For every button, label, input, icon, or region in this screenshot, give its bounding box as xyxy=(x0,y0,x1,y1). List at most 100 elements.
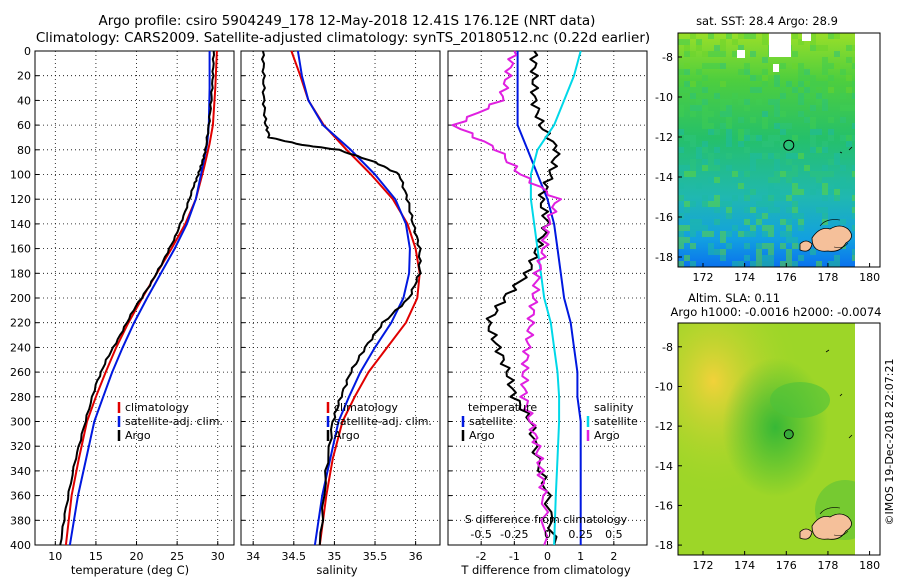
sst-texture-cell xyxy=(786,219,792,225)
sst-texture-cell xyxy=(786,141,792,147)
sst-texture-cell xyxy=(834,63,840,69)
sst-texture-cell xyxy=(720,237,726,243)
y-tick-label: 320 xyxy=(10,440,31,453)
sst-texture-cell xyxy=(756,99,762,105)
sst-texture-cell xyxy=(768,69,774,75)
sst-texture-cell xyxy=(702,165,708,171)
legend-climatology-label: climatology xyxy=(334,401,398,414)
fiji-island xyxy=(799,240,813,252)
sst-texture-cell xyxy=(750,159,756,165)
sst-texture-cell xyxy=(768,135,774,141)
sst-texture-cell xyxy=(810,81,816,87)
sst-texture-cell xyxy=(762,141,768,147)
sst-texture-cell xyxy=(828,63,834,69)
sst-texture-cell xyxy=(798,219,804,225)
sst-texture-cell xyxy=(816,81,822,87)
sst-texture-cell xyxy=(822,141,828,147)
sst-texture-cell xyxy=(702,159,708,165)
sst-texture-cell xyxy=(684,201,690,207)
difference-x2label: S difference from climatology xyxy=(465,513,628,526)
sst-texture-cell xyxy=(786,249,792,255)
sst-texture-cell xyxy=(702,105,708,111)
sst-texture-cell xyxy=(708,177,714,183)
sst-texture-cell xyxy=(756,219,762,225)
sst-texture-cell xyxy=(756,153,762,159)
sst-texture-cell xyxy=(726,141,732,147)
map-x-tick-label: 176 xyxy=(776,271,797,284)
sst-texture-cell xyxy=(792,87,798,93)
sst-texture-cell xyxy=(762,153,768,159)
sst-texture-cell xyxy=(810,33,816,39)
sst-texture-cell xyxy=(810,117,816,123)
sst-texture-cell xyxy=(738,33,744,39)
sst-texture-cell xyxy=(762,117,768,123)
sst-texture-cell xyxy=(738,69,744,75)
sst-texture-cell xyxy=(780,141,786,147)
sst-texture-cell xyxy=(708,51,714,57)
x-tick-label: 15 xyxy=(89,550,103,563)
sst-texture-cell xyxy=(786,225,792,231)
sst-texture-cell xyxy=(810,249,816,255)
sst-texture-cell xyxy=(702,99,708,105)
x-tick-label: 36 xyxy=(409,550,423,563)
sst-texture-cell xyxy=(714,93,720,99)
sst-texture-cell xyxy=(810,123,816,129)
sst-texture-cell xyxy=(690,231,696,237)
sst-texture-cell xyxy=(744,189,750,195)
x-tick-label: 25 xyxy=(170,550,184,563)
sst-texture-cell xyxy=(762,231,768,237)
sst-texture-cell xyxy=(768,195,774,201)
map-y-tick-label: -12 xyxy=(655,420,673,433)
sst-texture-cell xyxy=(780,111,786,117)
sst-texture-cell xyxy=(708,201,714,207)
sst-texture-cell xyxy=(684,63,690,69)
sst-texture-cell xyxy=(810,39,816,45)
sst-texture-cell xyxy=(786,207,792,213)
sst-texture-cell xyxy=(816,207,822,213)
difference-legend-temperature: temperature satellite Argo xyxy=(461,401,537,442)
sst-texture-cell xyxy=(828,129,834,135)
sst-texture-cell xyxy=(792,165,798,171)
x2-tick-label: 0.5 xyxy=(605,528,623,541)
sst-texture-cell xyxy=(810,45,816,51)
sst-texture-cell xyxy=(732,93,738,99)
sst-texture-cell xyxy=(726,117,732,123)
sst-texture-cell xyxy=(834,183,840,189)
difference-panel: T difference from climatology -2 -1 0 1 2 S … xyxy=(447,50,648,577)
title-line-1: Argo profile: csiro 5904249_178 12-May-2… xyxy=(99,13,596,29)
sst-texture-cell xyxy=(702,75,708,81)
sst-texture-cell xyxy=(690,159,696,165)
sst-texture-cell xyxy=(822,57,828,63)
map-x-tick-label: 176 xyxy=(776,559,797,572)
sst-texture-cell xyxy=(822,195,828,201)
legend-sal-argo-label: Argo xyxy=(594,429,620,442)
legend-salinity-heading: salinity xyxy=(594,401,634,414)
sst-texture-cell xyxy=(714,207,720,213)
sst-texture-cell xyxy=(822,45,828,51)
sst-map-texture xyxy=(678,33,858,267)
sst-texture-cell xyxy=(726,135,732,141)
sst-texture-cell xyxy=(768,177,774,183)
sst-texture-cell xyxy=(744,99,750,105)
sst-texture-cell xyxy=(798,93,804,99)
fiji-island xyxy=(799,528,813,540)
sst-texture-cell xyxy=(822,147,828,153)
fiji-island xyxy=(811,225,852,252)
sst-texture-cell xyxy=(684,45,690,51)
sst-texture-cell xyxy=(828,117,834,123)
sst-texture-cell xyxy=(690,51,696,57)
sst-texture-cell xyxy=(678,195,684,201)
sst-texture-cell xyxy=(726,99,732,105)
sst-texture-cell xyxy=(756,249,762,255)
sst-texture-cell xyxy=(702,123,708,129)
sst-texture-cell xyxy=(822,81,828,87)
sst-texture-cell xyxy=(786,81,792,87)
salinity-axes xyxy=(240,50,441,546)
sla-map-frame xyxy=(677,322,881,556)
sst-texture-cell xyxy=(792,213,798,219)
sst-texture-cell xyxy=(822,165,828,171)
sst-texture-cell xyxy=(678,147,684,153)
sst-texture-cell xyxy=(702,117,708,123)
sst-texture-cell xyxy=(714,249,720,255)
sst-texture-cell xyxy=(762,111,768,117)
